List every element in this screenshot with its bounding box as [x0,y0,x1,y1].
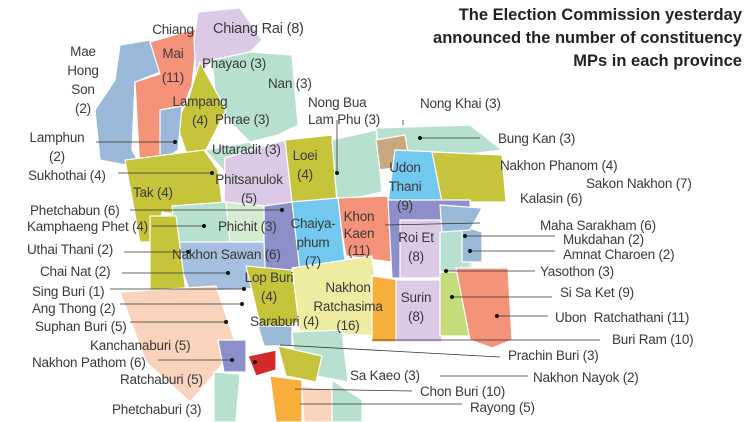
title-line: MPs in each province [573,52,742,70]
title-line: announced the number of constituency [433,29,742,47]
region-sakon-nakhon [431,151,507,203]
region-amnat [461,225,483,263]
label-phetchabun: Phetchabun (6) [30,203,120,218]
title-line: The Election Commission yesterday [458,6,742,24]
region-ubon [455,267,513,349]
label-sing-buri: Sing Buri (1) [32,284,105,299]
label-kamphaeng-phet: Kamphaeng Phet (4) [27,219,148,234]
label-phayao: Phayao (3) [202,56,267,71]
label-loei: Loei (4) [292,148,318,182]
label-khon-kaen: Khon Kaen (11) [343,209,375,258]
region-chanthaburi [331,378,363,422]
label-chiang-mai: Chiang Mai (11) [152,22,194,85]
map-title: The Election Commission yesterday announ… [433,4,742,73]
label-prachin-buri: Prachin Buri (3) [508,348,599,363]
label-ang-thong: Ang Thong (2) [32,301,116,316]
region-chon-buri [269,375,303,422]
label-maha-sarakham: Maha Sarakham (6) [540,218,656,233]
label-kalasin: Kalasin (6) [520,191,583,206]
label-bung-kan: Bung Kan (3) [498,131,576,146]
label-mae-hong-son: Mae Hong Son (2) [67,44,99,116]
label-uthai-thani: Uthai Thani (2) [27,242,114,257]
label-suphan-buri: Suphan Buri (5) [35,319,127,334]
region-surin [395,279,443,343]
region-nong-bua [331,129,383,203]
region-nakhon-pathom [217,339,247,373]
region-ratchaburi [213,371,241,422]
label-lampang: Lampang (4) [172,94,228,128]
label-chaiyaphum: Chaiya- phum (7) [290,216,336,269]
label-lop-buri: Lop Buri (4) [244,270,294,304]
label-phichit: Phichit (3) [218,219,277,234]
label-nong-khai: Nong Khai (3) [420,96,501,111]
leader-lines [96,120,600,405]
label-chai-nat: Chai Nat (2) [40,264,111,279]
label-surin: Surin (8) [400,290,432,324]
label-chon-buri: Chon Buri (10) [420,384,505,399]
label-sa-kaeo: Sa Kaeo (3) [350,368,420,383]
label-kanchanaburi: Kanchanaburi (5) [90,338,191,353]
label-yasothon: Yasothon (3) [540,264,614,279]
label-si-sa-ket: Si Sa Ket (9) [560,285,634,300]
label-saraburi: Saraburi (4) [250,314,319,329]
label-rayong: Rayong (5) [470,400,535,415]
label-phrae: Phrae (3) [215,112,270,127]
label-tak: Tak (4) [133,185,173,200]
label-chiang-rai: Chiang Rai (8) [213,21,304,37]
region-bangkok [247,349,277,377]
region-chachoengsao [277,345,323,383]
label-roi-et: Roi Et (8) [398,230,434,264]
region-lamphun [159,105,183,164]
label-uttaradit: Uttaradit (3) [212,142,281,157]
label-nong-bua-lam-phu: Nong Bua Lam Phu (3) [308,95,381,127]
label-mukdahan: Mukdahan (2) [563,232,644,247]
label-nan: Nan (3) [268,76,312,91]
label-ubon-ratchathani: Ubon Ratchathani (11) [555,310,690,325]
label-buri-ram: Buri Ram (10) [612,332,694,347]
province-dots [173,136,499,364]
label-nakhon-ratchasima: Nakhon Ratchasima (16) [313,280,383,333]
label-phitsanulok: Phitsanulok (5) [215,172,283,206]
label-ratchaburi: Ratchaburi (5) [120,372,203,387]
label-sukhothai: Sukhothai (4) [28,168,106,183]
label-lamphun: Lamphun (2) [29,130,85,164]
label-nakhon-phanom: Nakhon Phanom (4) [500,158,618,173]
region-mukdahan [439,204,483,233]
label-nakhon-sawan: Nakhon Sawan (6) [172,247,281,262]
label-udon-thani: Udon Thani (9) [388,160,422,213]
label-amnat-charoen: Amnat Charoen (2) [563,247,675,262]
label-sakon-nakhon: Sakon Nakhon (7) [586,176,692,191]
label-nakhon-nayok: Nakhon Nayok (2) [533,370,639,385]
label-nakhon-pathom: Nakhon Pathom (6) [32,355,146,370]
label-phetchaburi: Phetchaburi (3) [112,402,202,417]
